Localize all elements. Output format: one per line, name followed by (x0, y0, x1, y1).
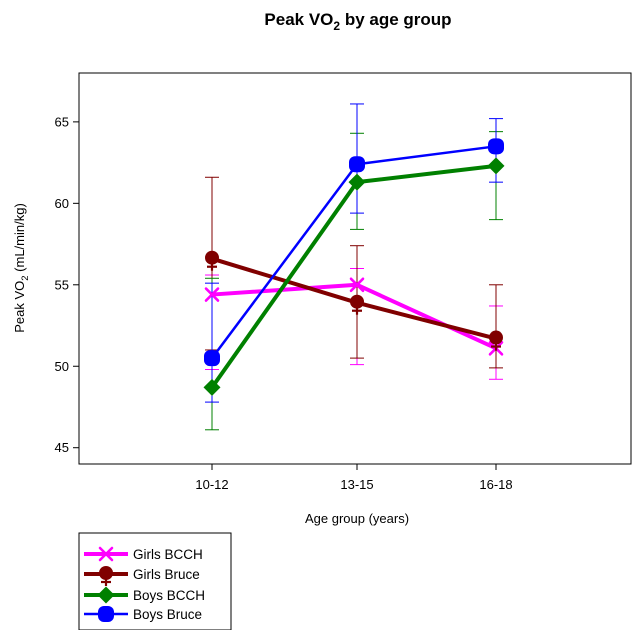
series-boys-bcch-line (210, 163, 497, 389)
data-point (350, 294, 364, 315)
legend-label: Girls Bruce (133, 567, 200, 582)
y-axis-ticks: 45 50 55 60 65 (55, 114, 79, 455)
legend: Girls BCCH Girls Bruce Boys BCCH Boys Bruce (84, 546, 205, 622)
x-tick-label: 16-18 (479, 477, 512, 492)
data-point (489, 330, 503, 351)
legend-item-boys-bruce: Boys Bruce (84, 606, 202, 622)
data-point (349, 156, 365, 173)
y-tick-label: 45 (55, 440, 69, 455)
chart-title-subscript: 2 (333, 19, 340, 33)
legend-swatch-marker (98, 606, 114, 622)
y-tick-label: 50 (55, 359, 69, 374)
y-axis-label-rest: (mL/min/kg) (12, 203, 27, 275)
series-layer (203, 103, 505, 431)
y-tick-label: 65 (55, 114, 69, 129)
series-girls-bruce-errorbars (205, 176, 503, 369)
legend-item-girls-bcch: Girls BCCH (84, 546, 203, 562)
data-point (204, 287, 220, 302)
x-tick-label: 13-15 (340, 477, 373, 492)
x-axis-ticks: 10-12 13-15 16-18 (195, 464, 513, 492)
legend-swatch-marker (97, 586, 115, 604)
y-axis-label: Peak VO2 (mL/min/kg) (12, 203, 31, 333)
legend-label: Boys BCCH (133, 588, 205, 603)
legend-label: Girls BCCH (133, 547, 203, 562)
series-boys-bcch-points (203, 157, 505, 396)
legend-item-boys-bcch: Boys BCCH (84, 586, 205, 604)
series-boys-bruce-points (204, 138, 504, 367)
y-axis-label-subscript: 2 (20, 275, 31, 280)
chart-title-main: Peak VO (264, 10, 333, 29)
chart-title-rest: by age group (340, 10, 451, 29)
data-point (488, 138, 504, 155)
plot-frame (78, 72, 632, 465)
data-point (203, 378, 221, 396)
error-bar (489, 284, 503, 369)
data-point (349, 277, 365, 293)
legend-label: Boys Bruce (133, 607, 202, 622)
series-girls-bruce-points (205, 250, 503, 351)
legend-swatch-marker (98, 546, 114, 562)
x-tick-label: 10-12 (195, 477, 228, 492)
y-tick-label: 60 (55, 196, 69, 211)
legend-swatch-marker (99, 566, 113, 586)
chart-title: Peak VO2 by age group (264, 10, 451, 33)
data-point (348, 173, 366, 191)
data-point (487, 157, 505, 175)
data-point (204, 350, 220, 367)
y-tick-label: 55 (55, 277, 69, 292)
y-axis-label-main: Peak VO (12, 281, 27, 333)
data-point (205, 250, 219, 271)
x-axis-label: Age group (years) (305, 511, 409, 526)
series-girls-bcch-line (211, 282, 497, 351)
series-boys-bruce-errorbars (205, 103, 503, 403)
legend-item-girls-bruce: Girls Bruce (84, 566, 200, 586)
